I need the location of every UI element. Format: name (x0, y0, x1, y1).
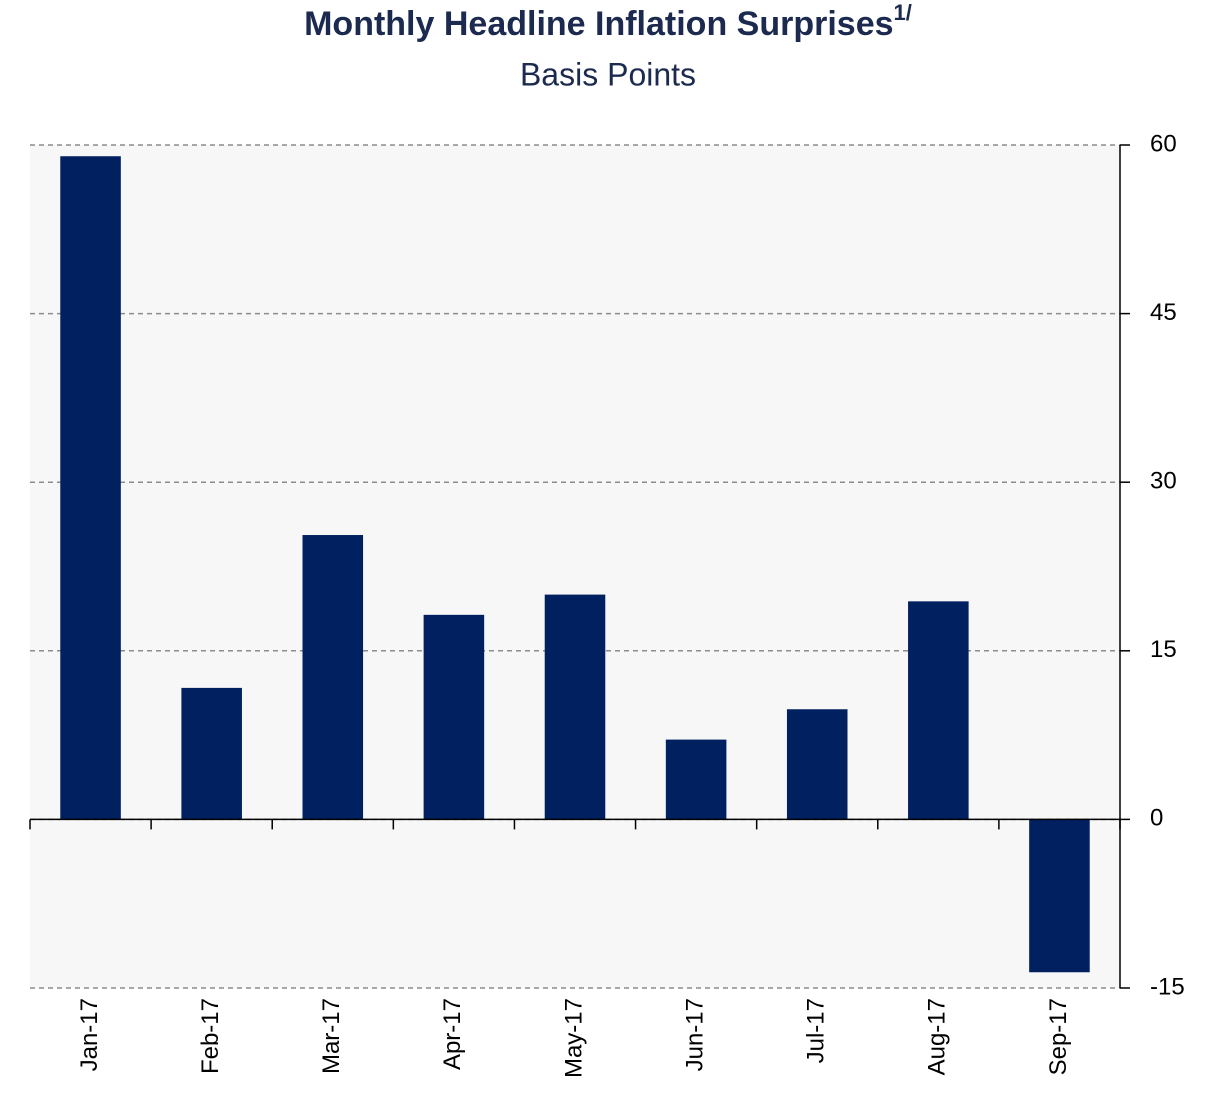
x-tick-label: Mar-17 (318, 998, 345, 1074)
title-note: 1/ (894, 0, 912, 25)
bar (423, 614, 485, 820)
bar (786, 709, 848, 820)
chart-subtitle: Basis Points (520, 56, 696, 92)
x-tick-label: Apr-17 (439, 998, 466, 1070)
title-text: Monthly Headline Inflation Surprises (304, 5, 893, 43)
y-tick-label: -15 (1150, 973, 1185, 1000)
y-tick-label: 60 (1150, 130, 1177, 157)
bar (908, 601, 969, 820)
x-tick-label: Jul-17 (803, 998, 830, 1063)
x-tick-label: Sep-17 (1045, 998, 1072, 1075)
x-tick-label: May-17 (560, 998, 587, 1078)
x-tick-label: Jan-17 (76, 998, 103, 1071)
bar (544, 594, 606, 820)
chart-title: Monthly Headline Inflation Surprises1/ (304, 0, 912, 43)
bar (302, 535, 364, 820)
bar (60, 156, 121, 820)
y-tick-label: 45 (1150, 299, 1177, 326)
bar (665, 739, 727, 820)
x-tick-label: Feb-17 (197, 998, 224, 1074)
x-tick-label: Jun-17 (681, 998, 708, 1071)
bar (1029, 819, 1090, 973)
bar (181, 687, 242, 820)
y-tick-label: 30 (1150, 468, 1177, 495)
y-tick-label: 15 (1150, 636, 1177, 663)
x-tick-label: Aug-17 (924, 998, 951, 1075)
plot-area (30, 145, 1120, 988)
y-tick-label: 0 (1150, 805, 1163, 832)
